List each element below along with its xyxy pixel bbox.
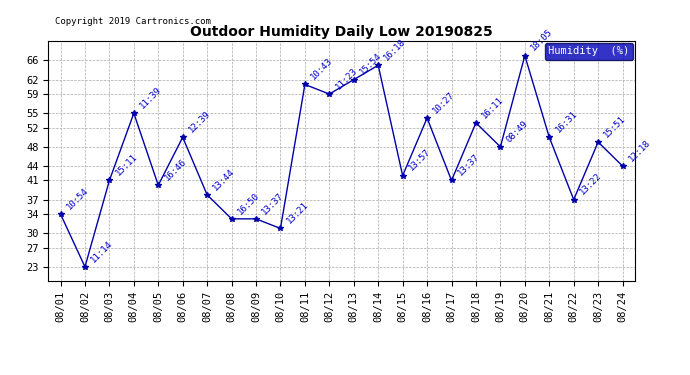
Text: 13:57: 13:57 <box>407 147 432 173</box>
Legend: Humidity  (%): Humidity (%) <box>545 44 633 60</box>
Text: 13:44: 13:44 <box>211 167 237 192</box>
Text: 11:23: 11:23 <box>333 66 359 91</box>
Text: 15:54: 15:54 <box>358 51 384 77</box>
Text: 16:11: 16:11 <box>480 95 506 120</box>
Text: 08:49: 08:49 <box>504 119 530 144</box>
Text: Copyright 2019 Cartronics.com: Copyright 2019 Cartronics.com <box>55 17 211 26</box>
Text: 15:51: 15:51 <box>602 114 628 139</box>
Text: 13:22: 13:22 <box>578 171 603 197</box>
Text: 16:50: 16:50 <box>236 191 261 216</box>
Text: 12:18: 12:18 <box>627 138 652 163</box>
Text: 16:46: 16:46 <box>162 157 188 183</box>
Text: 15:11: 15:11 <box>114 152 139 178</box>
Text: 10:27: 10:27 <box>431 90 457 115</box>
Text: 12:39: 12:39 <box>187 109 213 135</box>
Text: 13:21: 13:21 <box>284 200 310 226</box>
Text: 10:54: 10:54 <box>65 186 90 211</box>
Text: 16:18: 16:18 <box>382 37 408 63</box>
Text: 16:31: 16:31 <box>553 109 579 135</box>
Text: 10:43: 10:43 <box>309 56 335 82</box>
Title: Outdoor Humidity Daily Low 20190825: Outdoor Humidity Daily Low 20190825 <box>190 25 493 39</box>
Text: 18:05: 18:05 <box>529 27 554 53</box>
Text: 13:37: 13:37 <box>260 191 286 216</box>
Text: 11:39: 11:39 <box>138 85 164 111</box>
Text: 13:37: 13:37 <box>455 152 481 178</box>
Text: 11:14: 11:14 <box>89 239 115 264</box>
